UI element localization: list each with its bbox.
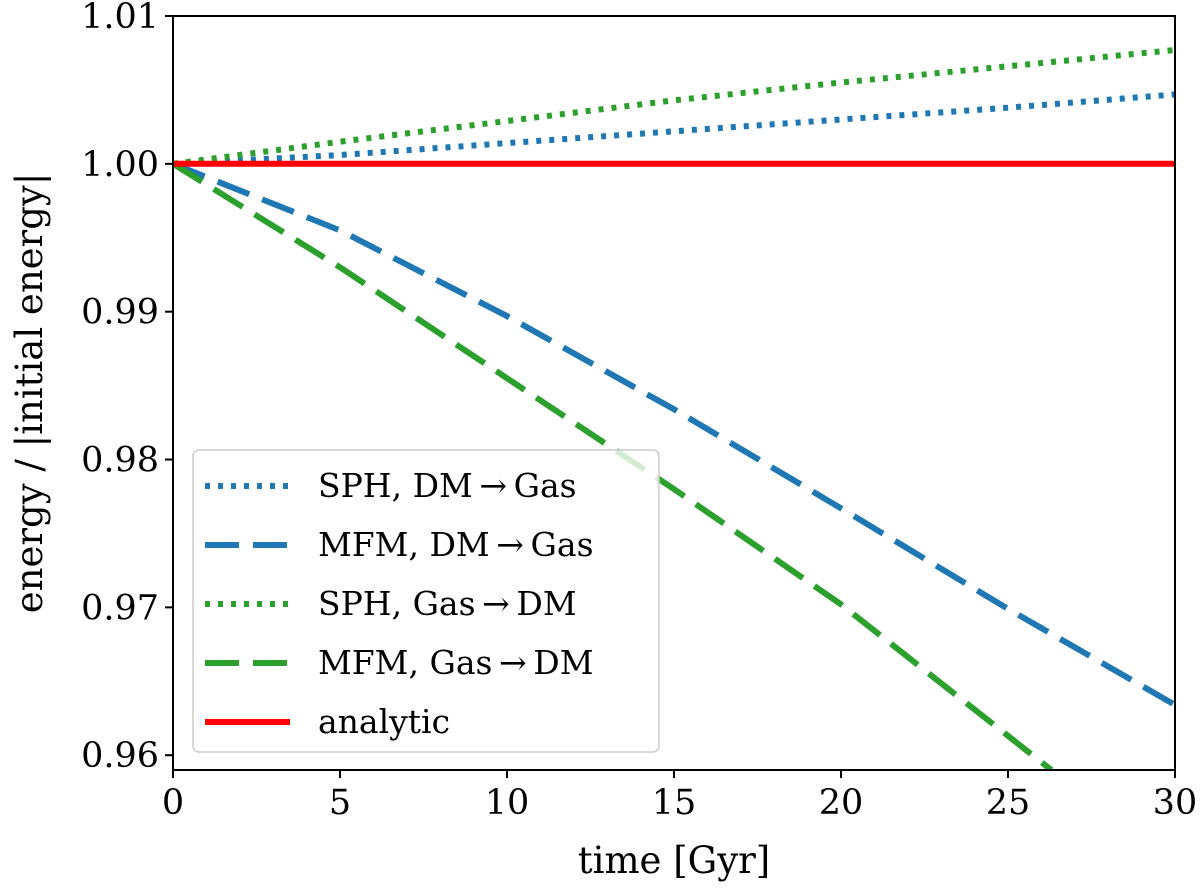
x-tick-label: 5 [329,783,351,823]
y-tick-label: 0.96 [81,736,159,776]
x-axis-label: time [Gyr] [578,839,770,882]
series-line-3 [173,161,1054,770]
y-axis-ticks: 0.96 0.97 0.98 0.99 1.00 1.01 [81,0,173,776]
series-line-1 [173,161,1175,708]
y-tick-label: 1.00 [81,145,159,185]
legend-label-1: MFM, DM → Gas [318,525,594,564]
x-axis-ticks: 0 5 10 15 20 25 30 [162,770,1197,823]
legend-items: SPH, DM → Gas MFM, DM → Gas SPH, Gas → DM M… [205,466,594,741]
series-line-0 [173,91,1175,167]
y-axis-label: energy / |initial energy| [8,173,51,614]
series-layer [173,47,1175,770]
legend-label-0: SPH, DM → Gas [318,466,577,505]
x-tick-label: 25 [986,783,1031,823]
x-tick-label: 30 [1153,783,1198,823]
y-tick-label: 0.97 [81,588,159,628]
y-tick-label: 1.01 [81,0,159,37]
series-line-2 [173,47,1175,167]
y-tick-label: 0.98 [81,441,159,481]
x-tick-label: 10 [485,783,530,823]
legend-label-4: analytic [318,702,450,741]
x-tick-label: 0 [162,783,184,823]
legend: SPH, DM → Gas MFM, DM → Gas SPH, Gas → DM M… [192,449,660,753]
x-tick-label: 20 [819,783,864,823]
y-tick-label: 0.99 [81,293,159,333]
legend-label-3: MFM, Gas → DM [318,643,594,682]
legend-label-2: SPH, Gas → DM [318,584,577,623]
legend-box [192,449,660,753]
x-tick-label: 15 [652,783,697,823]
